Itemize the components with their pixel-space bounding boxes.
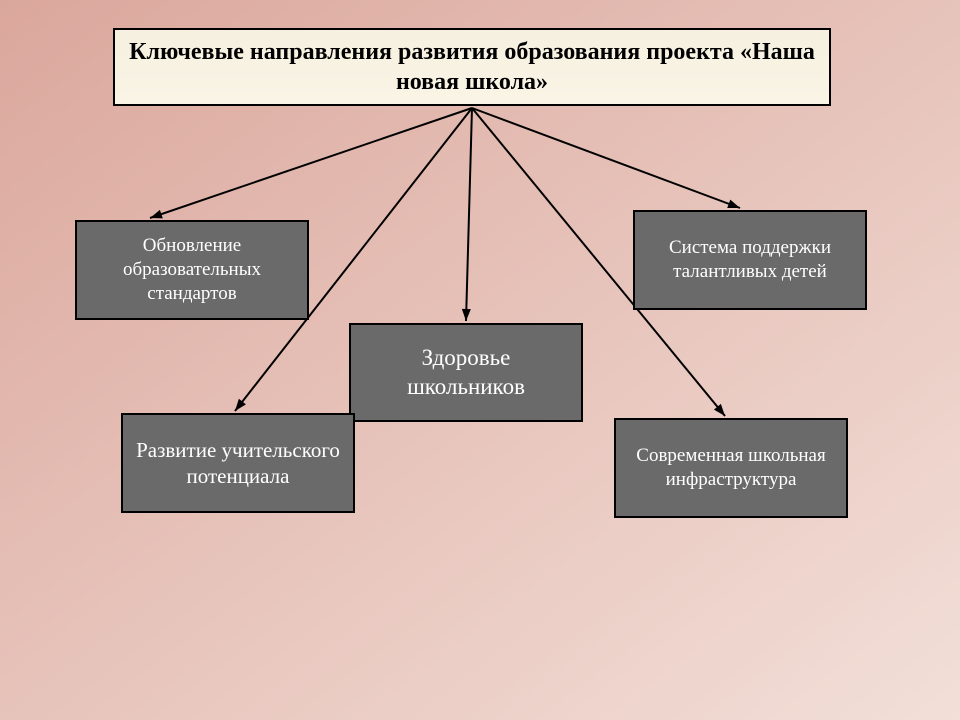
- diagram-canvas: Ключевые направления развития образовани…: [0, 0, 960, 720]
- node-label: Здоровье школьников: [361, 344, 571, 402]
- node-infrastructure: Современная школьная инфраструктура: [614, 418, 848, 518]
- node-talented-support: Система поддержки талантливых детей: [633, 210, 867, 310]
- diagram-title-text: Ключевые направления развития образовани…: [125, 37, 819, 97]
- node-label: Обновление образовательных стандартов: [87, 234, 297, 305]
- diagram-title: Ключевые направления развития образовани…: [113, 28, 831, 106]
- node-label: Современная школьная инфраструктура: [626, 444, 836, 492]
- node-label: Система поддержки талантливых детей: [645, 236, 855, 284]
- node-health: Здоровье школьников: [349, 323, 583, 422]
- node-standards: Обновление образовательных стандартов: [75, 220, 309, 320]
- node-label: Развитие учительского потенциала: [133, 437, 343, 490]
- node-teacher-potential: Развитие учительского потенциала: [121, 413, 355, 513]
